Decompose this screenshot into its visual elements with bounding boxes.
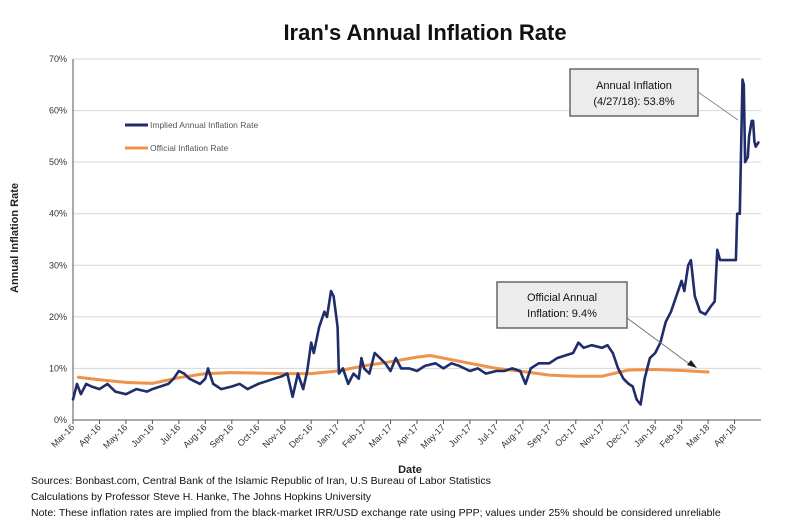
x-tick-label: Feb-17 (340, 422, 367, 449)
annotation-annual-leader (697, 91, 739, 121)
series-lines (71, 78, 760, 406)
x-tick-label: Feb-18 (658, 422, 685, 449)
annotation-official-line2: Inflation: 9.4% (527, 308, 597, 320)
source-line-3: Note: These inflation rates are implied … (31, 507, 721, 519)
annotation-official: Official Annual Inflation: 9.4% (496, 281, 697, 368)
x-tick-label: Mar-16 (49, 422, 76, 449)
annotation-annual-line1: Annual Inflation (596, 80, 672, 92)
annotation-official-line1: Official Annual (527, 292, 597, 304)
x-tick-label: Jun-16 (129, 422, 156, 449)
gridlines (73, 58, 761, 369)
x-tick-label: Jan-18 (632, 422, 659, 449)
y-tick-label: 40% (49, 209, 67, 219)
x-tick-label: Aug-16 (181, 422, 209, 450)
x-tick-label: Apr-18 (712, 422, 738, 448)
y-axis-ticks: 0% 10% 20% 30% 40% 50% 60% 70% (49, 54, 67, 425)
chart-title: Iran's Annual Inflation Rate (283, 20, 566, 45)
x-tick-label: Mar-17 (367, 422, 394, 449)
series-official-line (76, 354, 710, 385)
x-tick-label: Sep-17 (525, 422, 553, 450)
x-tick-label: Jul-17 (475, 422, 499, 446)
x-tick-label: Dec-16 (287, 422, 315, 450)
x-tick-label: Apr-17 (394, 422, 420, 448)
x-tick-label: Jun-17 (447, 422, 474, 449)
annotation-official-box (496, 281, 628, 329)
annotation-annual-line2: (4/27/18): 53.8% (593, 96, 675, 108)
x-tick-label: Dec-17 (605, 422, 633, 450)
x-tick-label: Jan-17 (314, 422, 341, 449)
annotation-official-leader (626, 317, 693, 367)
y-tick-label: 70% (49, 54, 67, 64)
y-tick-label: 10% (49, 363, 67, 373)
x-tick-label: May-17 (419, 422, 447, 450)
y-tick-label: 20% (49, 312, 67, 322)
x-tick-label: Oct-17 (553, 422, 579, 448)
y-axis-label: Annual Inflation Rate (9, 183, 21, 293)
x-tick-label: Mar-18 (684, 422, 711, 449)
x-tick-label: Apr-16 (77, 422, 103, 448)
source-line-2: Calculations by Professor Steve H. Hanke… (31, 491, 372, 503)
annotation-annual: Annual Inflation (4/27/18): 53.8% (569, 68, 739, 121)
x-tick-label: Nov-16 (261, 422, 289, 450)
series-implied-line (71, 78, 760, 406)
x-tick-label: May-16 (101, 422, 129, 450)
legend: Implied Annual Inflation Rate Official I… (125, 120, 258, 153)
legend-label-official: Official Inflation Rate (150, 143, 229, 153)
x-axis-label: Date (398, 464, 422, 476)
x-tick-label: Nov-17 (578, 422, 606, 450)
y-tick-label: 0% (54, 415, 67, 425)
y-tick-label: 30% (49, 260, 67, 270)
x-tick-label: Jul-16 (158, 422, 182, 446)
x-tick-label: Sep-16 (208, 422, 236, 450)
y-tick-label: 50% (49, 157, 67, 167)
legend-label-implied: Implied Annual Inflation Rate (150, 120, 258, 130)
annotation-annual-box (569, 68, 699, 117)
annotation-official-arrowhead (687, 360, 697, 368)
x-tick-label: Oct-16 (235, 422, 261, 448)
y-tick-label: 60% (49, 106, 67, 116)
source-line-1: Sources: Bonbast.com, Central Bank of th… (31, 475, 491, 487)
x-tick-label: Aug-17 (499, 422, 527, 450)
